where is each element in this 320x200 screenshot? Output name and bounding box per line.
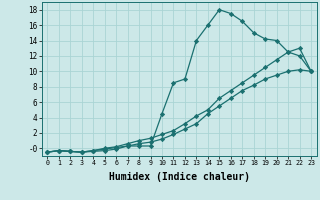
X-axis label: Humidex (Indice chaleur): Humidex (Indice chaleur) (109, 172, 250, 182)
